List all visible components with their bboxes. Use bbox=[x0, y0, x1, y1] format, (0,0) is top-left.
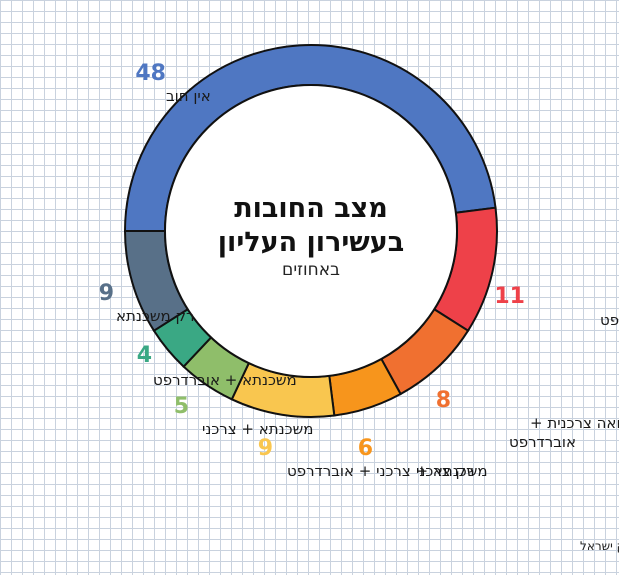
slice-label-mortgage-overdraft: משכנתא + אוברדרפט bbox=[153, 371, 297, 389]
slice-label-mortgage-only: רק משכנתא bbox=[116, 307, 195, 325]
slice-value-consumer-loan-overdraft: 8 bbox=[436, 388, 451, 413]
slice-value-no-debt: 48 bbox=[135, 61, 166, 86]
chart-subtitle: באחוזים bbox=[282, 260, 340, 280]
slice-label-consumer-only: רק צרכני bbox=[416, 462, 475, 480]
donut-hole bbox=[164, 84, 458, 378]
slice-label-mortgage-consumer: משכנתא + צרכני bbox=[202, 420, 313, 438]
donut-ring bbox=[123, 44, 498, 418]
chart-source: מקור: מערכת נתוני אשראי, בנק ישראל bbox=[580, 539, 619, 553]
slice-label-consumer-loan-overdraft-line1: הלוואה צרכנית + bbox=[530, 414, 619, 432]
slice-value-mortgage-only: 9 bbox=[99, 281, 114, 306]
chart-title-line-2: בעשירון העליון bbox=[218, 227, 404, 258]
chart-title-line-1: מצב החובות bbox=[234, 193, 388, 224]
slice-value-overdraft-only: 11 bbox=[494, 284, 525, 309]
slice-value-consumer-only: 6 bbox=[358, 436, 373, 461]
slice-label-overdraft-only: רק אוברדראפט bbox=[600, 311, 619, 329]
slice-label-consumer-loan-overdraft-line2: אוברדרפט bbox=[509, 433, 576, 451]
slice-value-mortgage-consumer: 5 bbox=[174, 394, 189, 419]
slice-label-no-debt: אין חוב bbox=[166, 87, 211, 105]
slice-label-mortgage-consumer-overdraft: משכנתא + צרכני + אוברדרפט bbox=[287, 462, 488, 480]
slice-value-mortgage-consumer-overdraft: 9 bbox=[258, 436, 273, 461]
slice-value-mortgage-overdraft: 4 bbox=[137, 343, 152, 368]
